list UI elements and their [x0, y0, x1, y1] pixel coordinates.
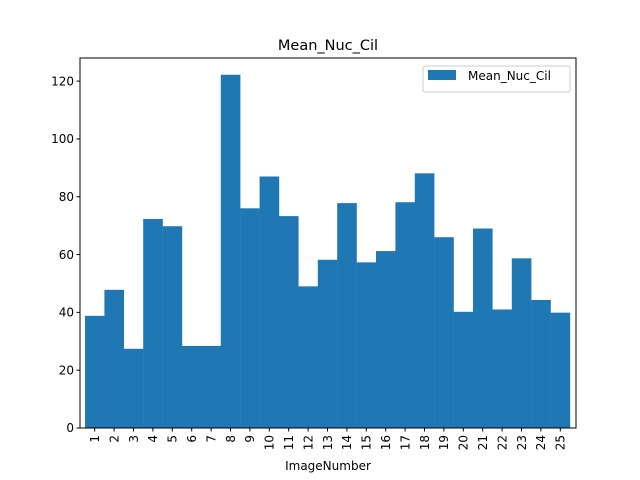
bar-22	[492, 309, 512, 428]
x-tick-label: 17	[398, 435, 412, 450]
x-tick-label: 6	[185, 435, 199, 443]
x-tick-label: 20	[457, 435, 471, 450]
x-tick-label: 22	[495, 435, 509, 450]
bar-23	[511, 258, 532, 428]
x-axis: 1 2 3 4 5 6 7 8 9 10 11 12 13 14 15 16 17 18 19 20 21 22 23 24 2…	[88, 428, 568, 450]
x-tick-label: 8	[224, 435, 238, 443]
bar-12	[298, 286, 318, 428]
bars-group	[85, 74, 571, 428]
bar-15	[356, 262, 377, 428]
y-tick-label: 120	[51, 74, 74, 88]
x-tick-label: 16	[379, 435, 393, 450]
y-tick-label: 60	[59, 248, 74, 262]
y-tick-label: 0	[66, 421, 74, 435]
bar-11	[279, 216, 299, 428]
x-axis-label: ImageNumber	[285, 459, 371, 473]
legend-box	[422, 65, 571, 93]
bar-19	[434, 237, 454, 428]
x-tick-label: 14	[340, 435, 354, 450]
legend: Mean_Nuc_Cil	[422, 65, 571, 93]
bar-17	[395, 202, 415, 428]
x-tick-label: 25	[554, 435, 568, 450]
bar-3	[123, 348, 144, 428]
bar-25	[550, 312, 571, 428]
y-axis: 0 20 40 60 80 100 120	[51, 74, 80, 435]
y-tick-label: 80	[59, 190, 74, 204]
x-tick-label: 2	[107, 435, 121, 443]
x-tick-label: 15	[360, 435, 374, 450]
y-tick-label: 20	[59, 363, 74, 377]
bar-20	[453, 311, 474, 428]
bar-7	[201, 345, 221, 428]
x-tick-label: 1	[88, 435, 102, 443]
y-tick-label: 40	[59, 306, 74, 320]
x-tick-label: 18	[418, 435, 432, 450]
x-tick-label: 7	[204, 435, 218, 443]
bar-13	[317, 259, 338, 428]
x-tick-label: 10	[263, 435, 277, 450]
bar-6	[182, 345, 202, 428]
bar-14	[337, 203, 357, 428]
x-tick-label: 24	[534, 435, 548, 450]
x-tick-label: 12	[301, 435, 315, 450]
x-tick-label: 9	[243, 435, 257, 443]
x-tick-label: 21	[476, 435, 490, 450]
bar-21	[473, 228, 493, 428]
bar-2	[104, 289, 124, 428]
chart-title: Mean_Nuc_Cil	[278, 38, 378, 54]
x-tick-label: 23	[515, 435, 529, 450]
x-tick-label: 11	[282, 435, 296, 450]
bar-18	[414, 173, 435, 428]
x-tick-label: 13	[321, 435, 335, 450]
plot-frame	[79, 57, 577, 429]
x-tick-label: 19	[437, 435, 451, 450]
x-tick-label: 3	[127, 435, 141, 443]
bar-4	[143, 219, 163, 428]
bar-24	[531, 299, 551, 428]
bar-16	[376, 251, 396, 428]
bar-8	[220, 74, 241, 428]
x-tick-label: 4	[146, 435, 160, 443]
x-tick-label: 5	[166, 435, 180, 443]
bar-9	[240, 208, 260, 428]
bar-5	[162, 226, 183, 428]
bar-1	[85, 315, 105, 428]
bar-10	[259, 176, 280, 428]
legend-label: Mean_Nuc_Cil	[468, 69, 551, 83]
legend-swatch	[428, 70, 456, 80]
y-tick-label: 100	[51, 132, 74, 146]
